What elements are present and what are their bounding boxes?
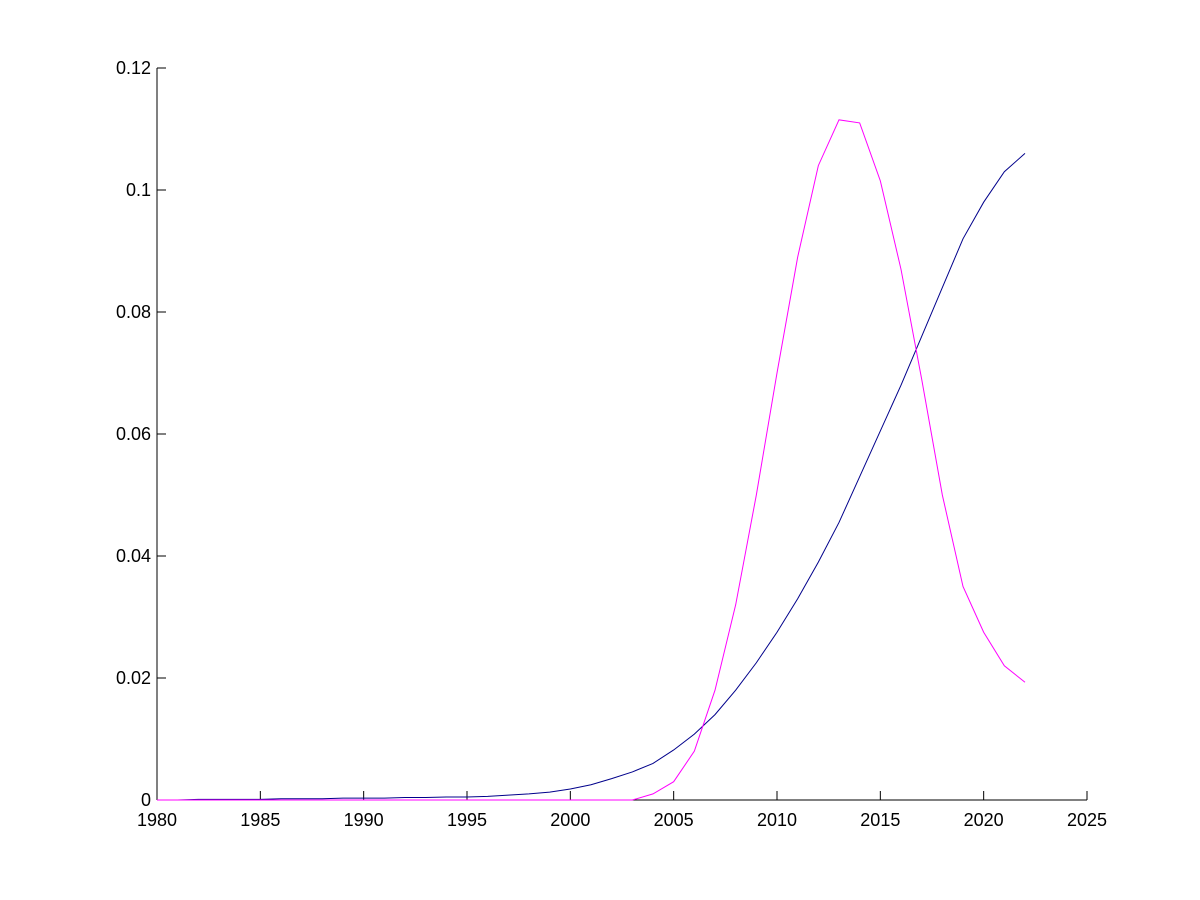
x-tick-label: 2015 bbox=[860, 810, 900, 830]
x-tick-label: 2000 bbox=[550, 810, 590, 830]
x-tick-label: 1990 bbox=[344, 810, 384, 830]
y-tick-label: 0 bbox=[141, 790, 151, 810]
y-tick-label: 0.02 bbox=[116, 668, 151, 688]
y-tick-label: 0.04 bbox=[116, 546, 151, 566]
y-tick-label: 0.06 bbox=[116, 424, 151, 444]
x-tick-label: 2020 bbox=[964, 810, 1004, 830]
y-tick-label: 0.1 bbox=[126, 180, 151, 200]
y-tick-label: 0.12 bbox=[116, 58, 151, 78]
x-tick-label: 2010 bbox=[757, 810, 797, 830]
series-line bbox=[157, 119, 1026, 801]
x-tick-label: 2025 bbox=[1067, 810, 1107, 830]
x-tick-label: 1995 bbox=[447, 810, 487, 830]
series-line bbox=[157, 153, 1026, 801]
x-tick-label: 2005 bbox=[654, 810, 694, 830]
x-tick-label: 1980 bbox=[137, 810, 177, 830]
x-tick-label: 1985 bbox=[240, 810, 280, 830]
y-tick-label: 0.08 bbox=[116, 302, 151, 322]
